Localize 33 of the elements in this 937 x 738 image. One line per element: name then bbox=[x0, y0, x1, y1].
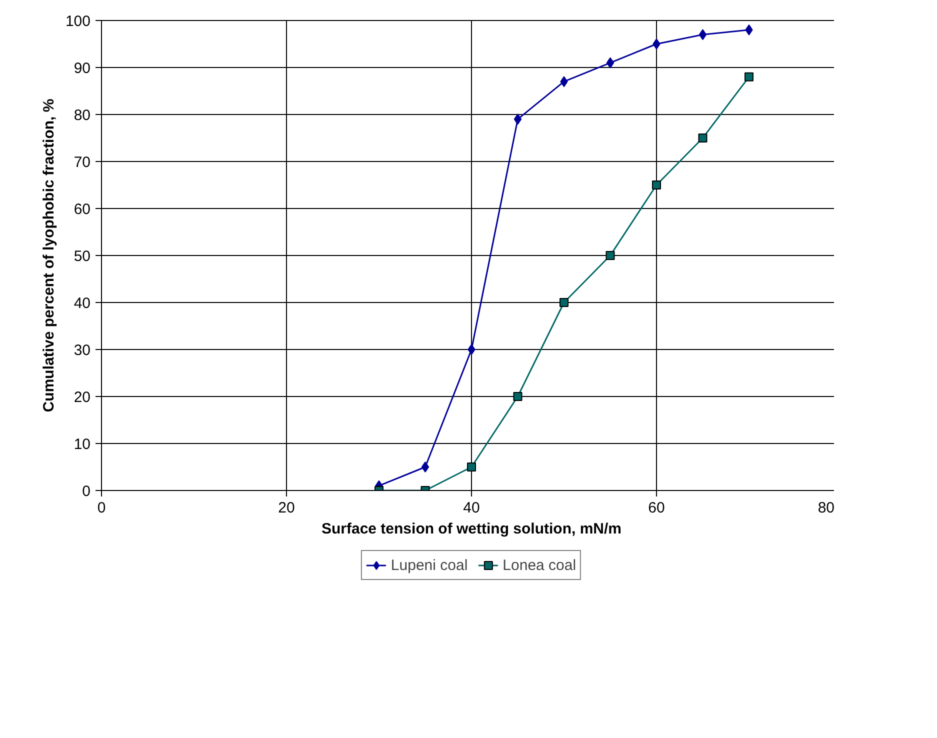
x-axis-title: Surface tension of wetting solution, mN/m bbox=[321, 520, 622, 538]
x-tick-label: 60 bbox=[648, 500, 665, 516]
y-tick-label: 80 bbox=[74, 107, 91, 124]
point bbox=[744, 72, 754, 82]
point bbox=[698, 134, 708, 142]
y-tick-label: 40 bbox=[74, 295, 91, 312]
legend-label: Lupeni coal bbox=[390, 556, 468, 574]
y-tick-label: 100 bbox=[65, 13, 91, 30]
y-tick-label: 50 bbox=[74, 248, 91, 265]
y-tick-label: 20 bbox=[74, 389, 91, 406]
y-axis-title: Cumulative percent of lyophobic fraction, % bbox=[40, 98, 58, 412]
point bbox=[606, 251, 615, 260]
point bbox=[606, 57, 614, 68]
point bbox=[652, 180, 661, 190]
x-tick-label: 20 bbox=[278, 500, 295, 516]
x-tick-label: 40 bbox=[463, 500, 480, 516]
y-tick-label: 30 bbox=[74, 342, 91, 359]
point bbox=[467, 462, 476, 472]
legend-label: Lonea coal bbox=[502, 556, 576, 574]
y-tick-label: 0 bbox=[82, 483, 90, 500]
y-tick-label: 60 bbox=[74, 201, 91, 218]
point bbox=[468, 344, 476, 355]
x-tick-label: 80 bbox=[818, 500, 835, 516]
point bbox=[698, 29, 707, 40]
x-tick-label: 0 bbox=[97, 500, 106, 516]
point bbox=[421, 462, 430, 472]
y-tick-label: 70 bbox=[74, 154, 91, 171]
point bbox=[560, 298, 568, 307]
point bbox=[513, 392, 522, 401]
point bbox=[652, 38, 660, 50]
y-tick-label: 10 bbox=[74, 436, 91, 453]
y-tick-label: 90 bbox=[74, 60, 91, 77]
point bbox=[514, 114, 522, 125]
